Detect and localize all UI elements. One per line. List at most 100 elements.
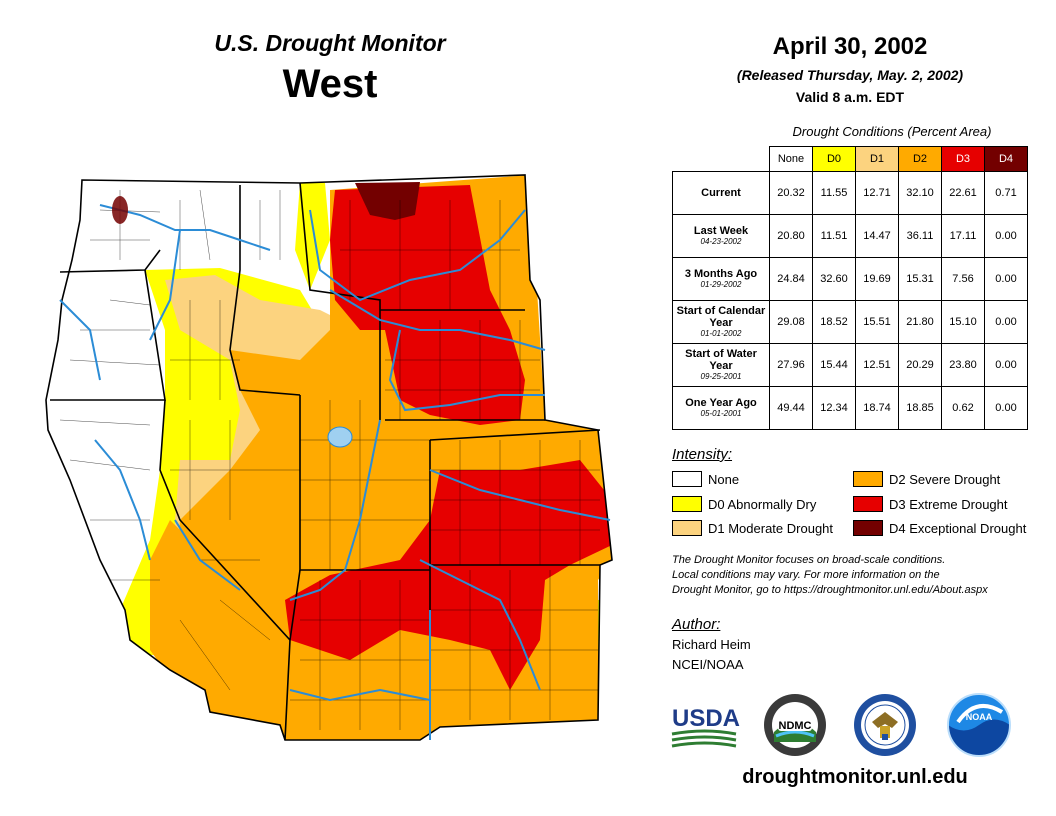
state-boundaries bbox=[45, 174, 613, 741]
table-row: Start of Water Year 09-25-2001 27.96 15.4… bbox=[672, 343, 1028, 387]
table-caption: Drought Conditions (Percent Area) bbox=[792, 124, 992, 139]
legend-swatch bbox=[853, 520, 883, 536]
table-cell: 14.47 bbox=[855, 214, 899, 258]
table-row: Current 20.32 11.55 12.71 32.10 22.61 0.… bbox=[672, 171, 1028, 215]
drought-d3-area bbox=[330, 185, 525, 425]
noaa-logo: NOAA bbox=[947, 693, 1011, 757]
table-cell: 18.85 bbox=[898, 386, 942, 430]
row-label: One Year Ago 05-01-2001 bbox=[672, 386, 770, 430]
row-label: 3 Months Ago 01-29-2002 bbox=[672, 257, 770, 301]
row-label: Start of Water Year 09-25-2001 bbox=[672, 343, 770, 387]
table-cell: 19.69 bbox=[855, 257, 899, 301]
table-cell: 15.10 bbox=[941, 300, 985, 344]
row-label: Start of Calendar Year 01-01-2002 bbox=[672, 300, 770, 344]
table-cell: 0.00 bbox=[984, 343, 1028, 387]
website-url[interactable]: droughtmonitor.unl.edu bbox=[742, 766, 968, 788]
legend-item-d1: D1 Moderate Drought bbox=[672, 519, 833, 537]
table-cell: 12.34 bbox=[812, 386, 856, 430]
row-date: 01-29-2002 bbox=[700, 280, 742, 289]
table-cell: 32.10 bbox=[898, 171, 942, 215]
column-header-d2: D2 bbox=[898, 146, 942, 172]
table-header-row: None D0 D1 D2 D3 D4 bbox=[673, 146, 1028, 172]
table-row: Last Week 04-23-2002 20.80 11.51 14.47 36… bbox=[672, 214, 1028, 258]
table-corner bbox=[673, 147, 770, 172]
legend-swatch bbox=[672, 496, 702, 512]
table-cell: 21.80 bbox=[898, 300, 942, 344]
table-cell: 23.80 bbox=[941, 343, 985, 387]
table-cell: 20.29 bbox=[898, 343, 942, 387]
legend-swatch bbox=[853, 471, 883, 487]
legend-swatch bbox=[672, 471, 702, 487]
column-header-d0: D0 bbox=[812, 146, 856, 172]
row-label-text: Start of Water Year bbox=[685, 348, 757, 372]
legend-label: None bbox=[708, 471, 740, 487]
info-note: The Drought Monitor focuses on broad-sca… bbox=[672, 553, 1042, 598]
table-cell: 29.08 bbox=[769, 300, 813, 344]
legend-item-d0: D0 Abnormally Dry bbox=[672, 495, 816, 513]
legend-swatch bbox=[853, 496, 883, 512]
table-cell: 0.00 bbox=[984, 386, 1028, 430]
legend-label: D3 Extreme Drought bbox=[889, 496, 1008, 512]
table-cell: 12.51 bbox=[855, 343, 899, 387]
column-header-d4: D4 bbox=[984, 146, 1028, 172]
row-label-text: Current bbox=[701, 187, 741, 199]
county-boundaries bbox=[59, 189, 600, 730]
note-line: The Drought Monitor focuses on broad-sca… bbox=[672, 554, 946, 566]
legend-item-d3: D3 Extreme Drought bbox=[853, 495, 1008, 513]
table-cell: 18.74 bbox=[855, 386, 899, 430]
rivers bbox=[59, 204, 611, 740]
author-name: Richard Heim bbox=[672, 637, 751, 652]
author-title: Author: bbox=[672, 616, 721, 633]
row-label: Current bbox=[672, 171, 770, 215]
table-cell: 32.60 bbox=[812, 257, 856, 301]
table-cell: 15.44 bbox=[812, 343, 856, 387]
row-date: 01-01-2002 bbox=[700, 329, 742, 338]
map-region: West bbox=[282, 62, 378, 106]
table-cell: 20.32 bbox=[769, 171, 813, 215]
table-cell: 27.96 bbox=[769, 343, 813, 387]
author-organization: NCEI/NOAA bbox=[672, 657, 744, 672]
valid-time: Valid 8 a.m. EDT bbox=[795, 89, 905, 105]
legend-item-d4: D4 Exceptional Drought bbox=[853, 519, 1026, 537]
row-date: 05-01-2001 bbox=[700, 409, 742, 418]
ndmc-logo: NDMC bbox=[764, 694, 826, 756]
table-cell: 20.80 bbox=[769, 214, 813, 258]
legend-label: D0 Abnormally Dry bbox=[708, 496, 817, 512]
map-date: April 30, 2002 bbox=[772, 33, 928, 60]
noaa-logo-text: NOAA bbox=[966, 712, 993, 722]
note-line: Drought Monitor, go to https://droughtmo… bbox=[672, 584, 988, 596]
table-cell: 0.00 bbox=[984, 214, 1028, 258]
row-label: Last Week 04-23-2002 bbox=[672, 214, 770, 258]
table-cell: 11.51 bbox=[812, 214, 856, 258]
row-date: 09-25-2001 bbox=[700, 372, 742, 381]
drought-d0-area bbox=[295, 183, 330, 290]
drought-conditions-table: None D0 D1 D2 D3 D4 Current 20.32 11.55 … bbox=[672, 146, 1028, 430]
drought-d4-area bbox=[355, 182, 420, 220]
great-salt-lake bbox=[327, 426, 353, 448]
table-cell: 0.71 bbox=[984, 171, 1028, 215]
table-row: Start of Calendar Year 01-01-2002 29.08 1… bbox=[672, 300, 1028, 344]
table-cell: 11.55 bbox=[812, 171, 856, 215]
legend-item-d2: D2 Severe Drought bbox=[853, 470, 1000, 488]
legend-label: D4 Exceptional Drought bbox=[889, 520, 1027, 536]
commerce-seal-logo bbox=[854, 694, 916, 756]
table-cell: 17.11 bbox=[941, 214, 985, 258]
table-cell: 0.00 bbox=[984, 257, 1028, 301]
table-cell: 22.61 bbox=[941, 171, 985, 215]
table-row: 3 Months Ago 01-29-2002 24.84 32.60 19.69… bbox=[672, 257, 1028, 301]
release-date: (Released Thursday, May. 2, 2002) bbox=[736, 67, 964, 83]
drought-map bbox=[45, 174, 613, 741]
row-label-text: Start of Calendar Year bbox=[676, 305, 766, 329]
table-cell: 18.52 bbox=[812, 300, 856, 344]
table-row: One Year Ago 05-01-2001 49.44 12.34 18.74… bbox=[672, 386, 1028, 430]
ndmc-logo-text: NDMC bbox=[779, 720, 812, 732]
usda-logo-text: USDA bbox=[672, 705, 740, 732]
legend-label: D1 Moderate Drought bbox=[708, 520, 834, 536]
row-label-text: 3 Months Ago bbox=[684, 268, 758, 280]
row-label-text: Last Week bbox=[693, 225, 749, 237]
table-cell: 0.00 bbox=[984, 300, 1028, 344]
column-header-d3: D3 bbox=[941, 146, 985, 172]
note-line: Local conditions may vary. For more info… bbox=[672, 569, 940, 581]
legend-item-none: None bbox=[672, 470, 739, 488]
legend-title: Intensity: bbox=[672, 446, 733, 463]
